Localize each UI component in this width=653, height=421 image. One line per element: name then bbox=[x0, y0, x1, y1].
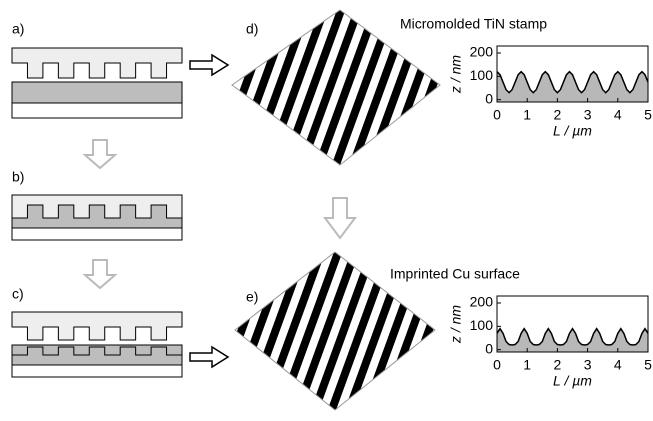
arrow-right bbox=[190, 347, 228, 367]
imprinted-layer bbox=[12, 347, 182, 365]
x-tick-label: 2 bbox=[554, 357, 562, 373]
x-axis-label: L / µm bbox=[553, 123, 592, 139]
x-tick-label: 5 bbox=[644, 357, 652, 373]
x-tick-label: 1 bbox=[523, 357, 531, 373]
arrow-right bbox=[190, 55, 228, 75]
chart-title: Micromolded TiN stamp bbox=[400, 16, 547, 32]
y-axis-label: z / nm bbox=[448, 305, 464, 344]
panel-label: b) bbox=[12, 169, 24, 185]
base bbox=[12, 103, 182, 118]
x-tick-label: 3 bbox=[584, 357, 592, 373]
arrow-down bbox=[85, 140, 115, 168]
y-tick-label: 200 bbox=[470, 294, 494, 310]
x-tick-label: 0 bbox=[493, 107, 501, 123]
stamp bbox=[12, 312, 182, 340]
x-tick-label: 2 bbox=[554, 107, 562, 123]
arrow-down bbox=[85, 260, 115, 288]
x-tick-label: 3 bbox=[584, 107, 592, 123]
y-axis-label: z / nm bbox=[448, 55, 464, 94]
base bbox=[12, 228, 182, 240]
y-tick-label: 0 bbox=[485, 340, 493, 356]
x-tick-label: 4 bbox=[614, 357, 622, 373]
stamp-surface-image bbox=[232, 10, 440, 165]
x-tick-label: 1 bbox=[523, 107, 531, 123]
base bbox=[12, 365, 182, 377]
y-tick-label: 200 bbox=[470, 44, 494, 60]
y-tick-label: 100 bbox=[470, 67, 494, 83]
x-tick-label: 0 bbox=[493, 357, 501, 373]
area bbox=[497, 329, 648, 352]
substrate bbox=[12, 82, 182, 103]
x-tick-label: 4 bbox=[614, 107, 622, 123]
figure: a) b) c) d) e) Micromolded TiN stamp0100… bbox=[0, 0, 653, 416]
y-tick-label: 100 bbox=[470, 317, 494, 333]
panel-label: d) bbox=[246, 21, 258, 37]
imprinted-layer bbox=[12, 205, 182, 228]
arrow-down bbox=[325, 198, 355, 238]
panel-label: c) bbox=[12, 286, 24, 302]
x-axis-label: L / µm bbox=[553, 373, 592, 389]
x-tick-label: 5 bbox=[644, 107, 652, 123]
chart-title: Imprinted Cu surface bbox=[390, 266, 520, 282]
y-tick-label: 0 bbox=[485, 90, 493, 106]
panel-label: e) bbox=[246, 289, 258, 305]
panel-label: a) bbox=[12, 21, 24, 37]
stamp bbox=[12, 48, 182, 78]
